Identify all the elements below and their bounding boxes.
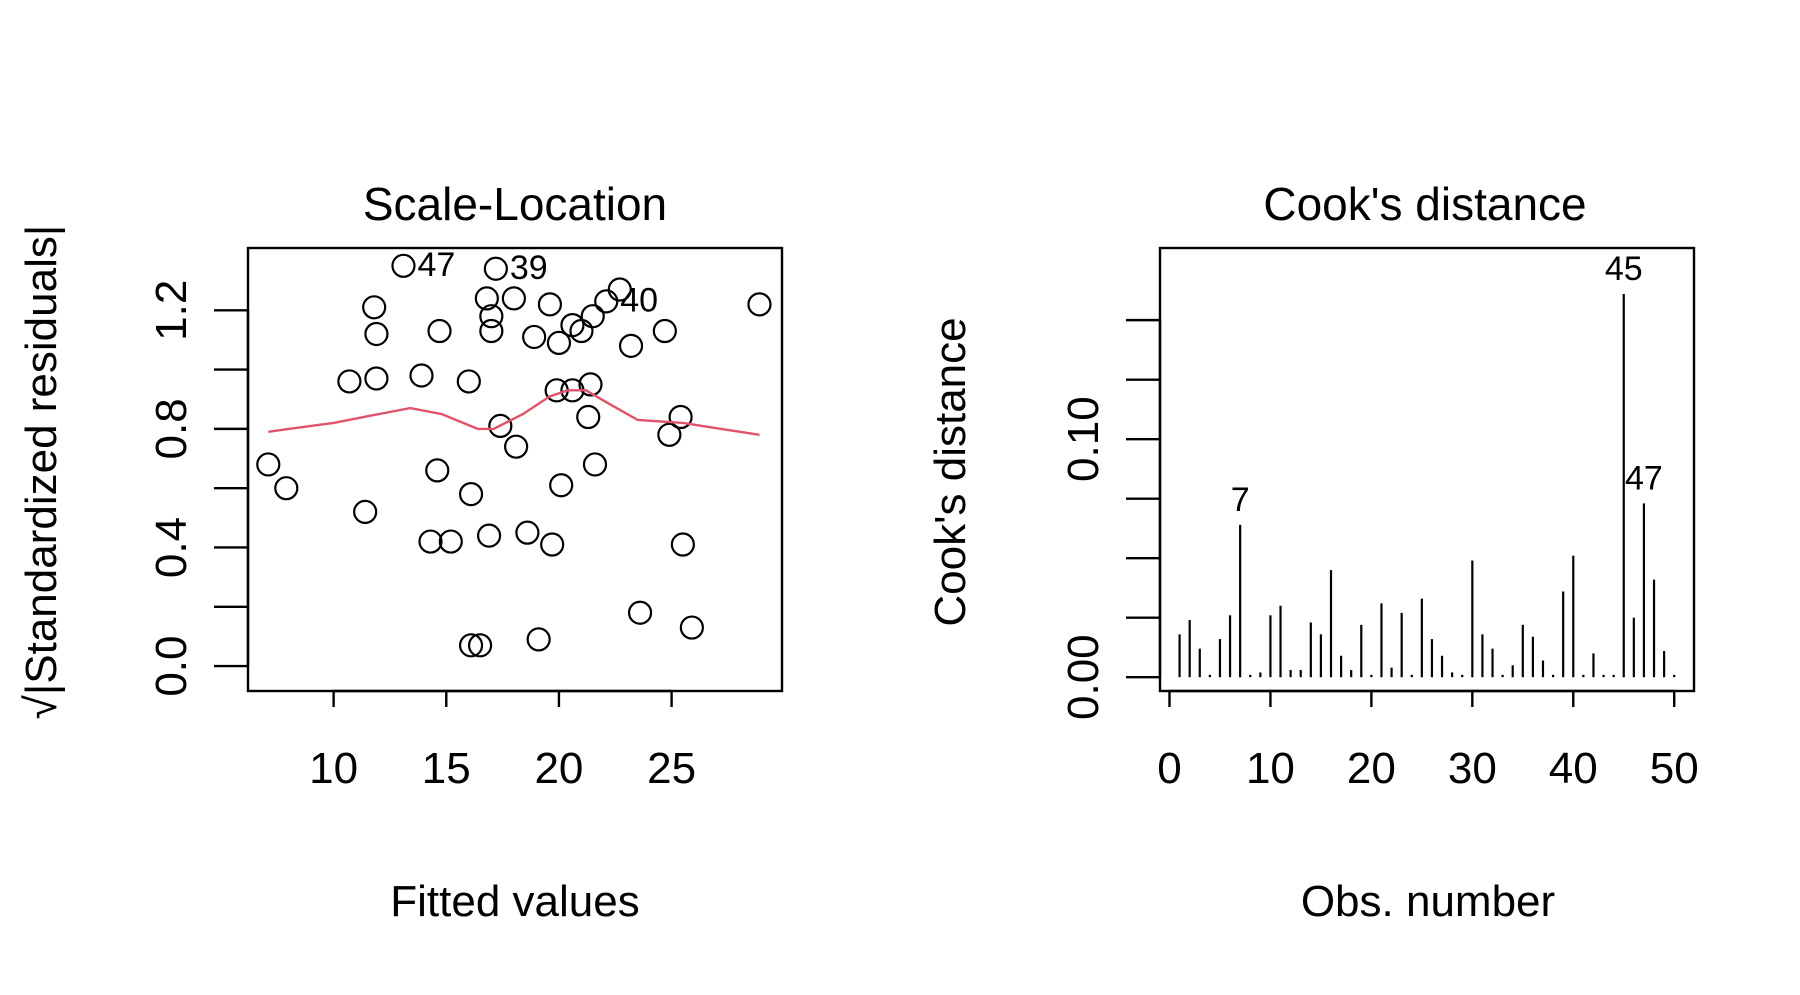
scale-location-x-axis: 10 15 20 25 (309, 689, 696, 793)
data-point (458, 633, 484, 658)
data-point (504, 434, 529, 459)
data-point (256, 452, 281, 477)
data-point (576, 404, 601, 430)
cooks-distance-marks (1178, 293, 1676, 678)
data-point (607, 277, 632, 302)
data-point (618, 333, 644, 358)
data-point (670, 532, 695, 557)
cooks-distance-y-label: Cook's distance (926, 317, 975, 626)
cooks-distance-x-label: Obs. number (1301, 877, 1555, 926)
y-tick-label: 0.0 (147, 636, 196, 697)
data-point (362, 295, 387, 320)
data-point (578, 372, 603, 397)
data-point (747, 292, 772, 317)
scale-location-y-label: √|Standardized residuals| (17, 225, 66, 720)
data-point (427, 318, 452, 344)
scale-location-x-label: Fitted values (390, 877, 639, 926)
data-point (391, 253, 416, 278)
cooks-distance-y-axis: 0.00 0.10 (1059, 318, 1162, 720)
point-label: 39 (510, 249, 548, 287)
x-tick-label: 50 (1650, 744, 1699, 793)
scale-location-panel: Scale-Location Fitted values √|Standardi… (17, 178, 784, 926)
data-point (549, 473, 574, 498)
data-point (679, 615, 704, 640)
data-point (526, 627, 551, 652)
data-point (627, 600, 653, 625)
x-tick-label: 10 (1246, 744, 1295, 793)
data-point (501, 286, 526, 311)
scale-location-title: Scale-Location (363, 178, 667, 230)
x-tick-label: 0 (1157, 744, 1181, 793)
data-point (458, 482, 484, 507)
data-point (274, 476, 299, 501)
data-point (409, 363, 434, 388)
cooks-distance-point-labels: 7 45 47 (1231, 250, 1663, 519)
data-point (337, 369, 362, 394)
scale-location-y-axis: 0.0 0.4 0.8 1.2 (147, 280, 250, 697)
data-point (657, 422, 682, 447)
x-tick-label: 20 (1347, 744, 1396, 793)
data-point (546, 330, 572, 355)
scale-location-point-labels: 47 39 40 (417, 246, 658, 320)
x-tick-label: 10 (309, 744, 358, 793)
data-point (580, 304, 605, 329)
x-tick-label: 15 (422, 744, 471, 793)
data-point (438, 529, 463, 554)
point-label: 47 (417, 246, 455, 284)
data-point (652, 318, 677, 344)
x-tick-label: 20 (534, 744, 583, 793)
point-label: 45 (1605, 250, 1643, 288)
x-tick-label: 25 (647, 744, 696, 793)
scale-location-marks (256, 253, 772, 658)
data-point (364, 321, 389, 347)
cooks-distance-panel: Cook's distance Obs. number Cook's dista… (926, 178, 1699, 926)
data-point (425, 458, 450, 483)
data-point (479, 318, 504, 344)
data-point (537, 292, 563, 317)
point-label: 40 (620, 281, 658, 319)
y-tick-label: 0.4 (147, 517, 196, 578)
point-label: 7 (1231, 481, 1250, 519)
data-point (479, 304, 504, 329)
y-tick-label: 0.00 (1059, 634, 1108, 720)
data-point (456, 369, 481, 394)
data-point (515, 520, 540, 545)
data-point (483, 256, 508, 281)
y-tick-label: 0.10 (1059, 396, 1108, 482)
data-point (488, 413, 513, 439)
data-point (467, 633, 493, 658)
data-point (364, 366, 389, 391)
smoother-line (268, 389, 760, 436)
y-tick-label: 0.8 (147, 398, 196, 459)
data-point (353, 499, 378, 525)
point-label: 47 (1625, 459, 1663, 497)
data-point (476, 523, 502, 548)
x-tick-label: 30 (1448, 744, 1497, 793)
data-point (522, 324, 547, 350)
data-point (540, 532, 565, 557)
x-tick-label: 40 (1549, 744, 1598, 793)
data-point (474, 286, 499, 311)
data-point (418, 529, 443, 554)
cooks-distance-x-axis: 0 10 20 30 40 50 (1157, 689, 1699, 793)
y-tick-label: 1.2 (147, 280, 196, 341)
data-point (582, 452, 608, 477)
data-point (668, 404, 693, 430)
data-point (594, 289, 619, 314)
cooks-distance-title: Cook's distance (1263, 178, 1586, 230)
